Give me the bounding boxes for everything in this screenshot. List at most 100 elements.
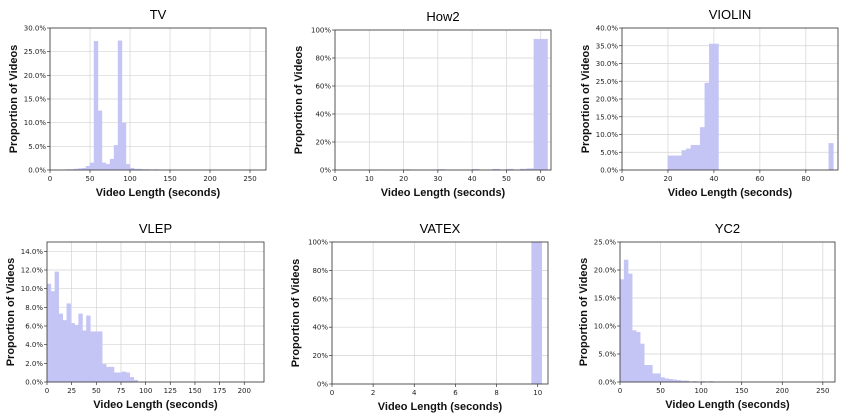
histogram-bar xyxy=(90,331,95,383)
histogram-bar xyxy=(667,155,673,171)
y-axis-label: Proportion of Videos xyxy=(580,45,592,154)
x-axis-label: Video Length (seconds) xyxy=(378,401,503,413)
histogram-bar xyxy=(74,324,79,383)
x-tick-label: 0 xyxy=(45,387,49,395)
chart-panel: 0 20 40 60 80 0.0% 5.0% 10.0% 15.0% 20.0% 25.0% 30.… xyxy=(580,7,839,199)
x-tick-label: 75 xyxy=(117,387,126,395)
histogram-bar xyxy=(676,155,682,171)
x-tick-label: 150 xyxy=(735,387,748,395)
x-tick-label: 125 xyxy=(164,387,177,395)
histogram-bar xyxy=(121,122,127,171)
y-tick-label: 0% xyxy=(317,381,328,389)
y-tick-label: 20.0% xyxy=(594,267,617,275)
histogram-bar xyxy=(664,378,669,383)
histogram-bar xyxy=(62,320,67,383)
x-tick-label: 0 xyxy=(333,175,337,183)
y-tick-label: 15.0% xyxy=(24,96,47,104)
histogram-bar xyxy=(98,331,103,383)
y-tick-label: 15.0% xyxy=(594,295,617,303)
y-tick-label: 0.0% xyxy=(25,379,43,387)
x-tick-label: 40 xyxy=(709,175,718,183)
x-axis-label: Video Length (seconds) xyxy=(668,187,793,199)
plot-frame xyxy=(331,241,549,385)
chart-panel: 0 50 100 150 200 250 0.0% 5.0% 10.0% 15.0% 20.0% 25… xyxy=(8,7,267,199)
x-tick-label: 30 xyxy=(433,175,442,183)
y-tick-label: 5.0% xyxy=(28,143,46,151)
plot-frame xyxy=(619,241,836,383)
x-tick-label: 50 xyxy=(86,175,95,183)
x-tick-label: 0 xyxy=(618,387,622,395)
histogram-bar xyxy=(681,150,687,171)
histogram-bar xyxy=(668,379,673,383)
y-tick-label: 10.0% xyxy=(21,285,44,293)
chart-panel: 0 10 20 30 40 50 60 0% 20% 40% 60% 80% 100% How2 Video… xyxy=(293,9,552,199)
y-tick-label: 20.0% xyxy=(24,72,47,80)
histogram-bar xyxy=(101,162,107,171)
histogram-bar xyxy=(656,373,661,383)
chart-title: TV xyxy=(150,7,167,22)
histogram-bar xyxy=(113,372,119,383)
y-tick-label: 25.0% xyxy=(24,48,47,56)
y-tick-label: 0.0% xyxy=(598,379,616,387)
histogram-bar xyxy=(686,148,692,171)
y-tick-label: 6.0% xyxy=(25,323,43,331)
chart-title: VIOLIN xyxy=(709,7,752,22)
y-tick-label: 12.0% xyxy=(21,267,44,275)
histogram-bar xyxy=(109,158,115,171)
chart-title: VATEX xyxy=(420,221,461,236)
histogram-bar xyxy=(709,43,715,171)
histogram-bar xyxy=(531,241,543,385)
x-tick-label: 25 xyxy=(67,387,76,395)
y-tick-label: 30.0% xyxy=(596,60,619,68)
histogram-bar xyxy=(117,372,123,383)
y-tick-label: 10.0% xyxy=(596,131,619,139)
y-tick-label: 25.0% xyxy=(594,239,617,247)
histogram-bar xyxy=(85,166,91,171)
x-tick-label: 6 xyxy=(453,389,458,397)
y-tick-label: 2.0% xyxy=(25,360,43,368)
x-tick-label: 20 xyxy=(399,175,408,183)
histogram-bar xyxy=(109,366,115,383)
y-tick-label: 80% xyxy=(315,55,331,63)
x-tick-label: 60 xyxy=(755,175,764,183)
x-axis-label: Video Length (seconds) xyxy=(665,399,790,411)
x-tick-label: 200 xyxy=(238,387,251,395)
x-tick-label: 50 xyxy=(92,387,101,395)
histogram-bar xyxy=(704,82,710,171)
x-tick-label: 150 xyxy=(163,175,176,183)
histogram-bar xyxy=(117,40,123,171)
histogram-bar xyxy=(58,313,63,383)
histogram-bar xyxy=(828,143,834,171)
x-axis-label: Video Length (seconds) xyxy=(96,187,221,199)
y-tick-label: 20.0% xyxy=(596,96,619,104)
histogram-bar xyxy=(129,377,134,383)
y-tick-label: 5.0% xyxy=(600,149,618,157)
y-tick-label: 14.0% xyxy=(21,248,44,256)
y-axis-label: Proportion of Videos xyxy=(8,45,20,154)
y-tick-label: 40.0% xyxy=(596,25,619,33)
histogram-bar xyxy=(636,331,641,383)
x-axis-label: Video Length (seconds) xyxy=(93,399,218,411)
y-tick-label: 10.0% xyxy=(594,323,617,331)
histogram-bar xyxy=(690,144,696,171)
x-tick-label: 100 xyxy=(123,175,136,183)
y-axis-label: Proportion of Videos xyxy=(290,259,302,368)
histogram-bar xyxy=(105,164,111,171)
chart-title: YC2 xyxy=(715,221,740,236)
x-tick-label: 20 xyxy=(663,175,672,183)
chart-panel: 0 25 50 75 100 125 150 175 200 0.0% 2.0% 4.0% 6.0% 8.… xyxy=(5,221,265,411)
y-tick-label: 0.0% xyxy=(28,167,46,175)
chart-title: VLEP xyxy=(139,221,172,236)
x-tick-label: 100 xyxy=(139,387,152,395)
histogram-bar xyxy=(533,38,541,171)
y-tick-label: 4.0% xyxy=(25,341,43,349)
histogram-bar xyxy=(86,315,91,383)
y-tick-label: 20% xyxy=(315,139,331,147)
y-axis-label: Proportion of Videos xyxy=(5,258,17,367)
y-tick-label: 10.0% xyxy=(24,119,47,127)
chart-title: How2 xyxy=(426,9,459,24)
y-tick-label: 35.0% xyxy=(596,42,619,50)
x-tick-label: 10 xyxy=(533,389,542,397)
x-tick-label: 80 xyxy=(801,175,810,183)
y-tick-label: 100% xyxy=(308,239,328,247)
